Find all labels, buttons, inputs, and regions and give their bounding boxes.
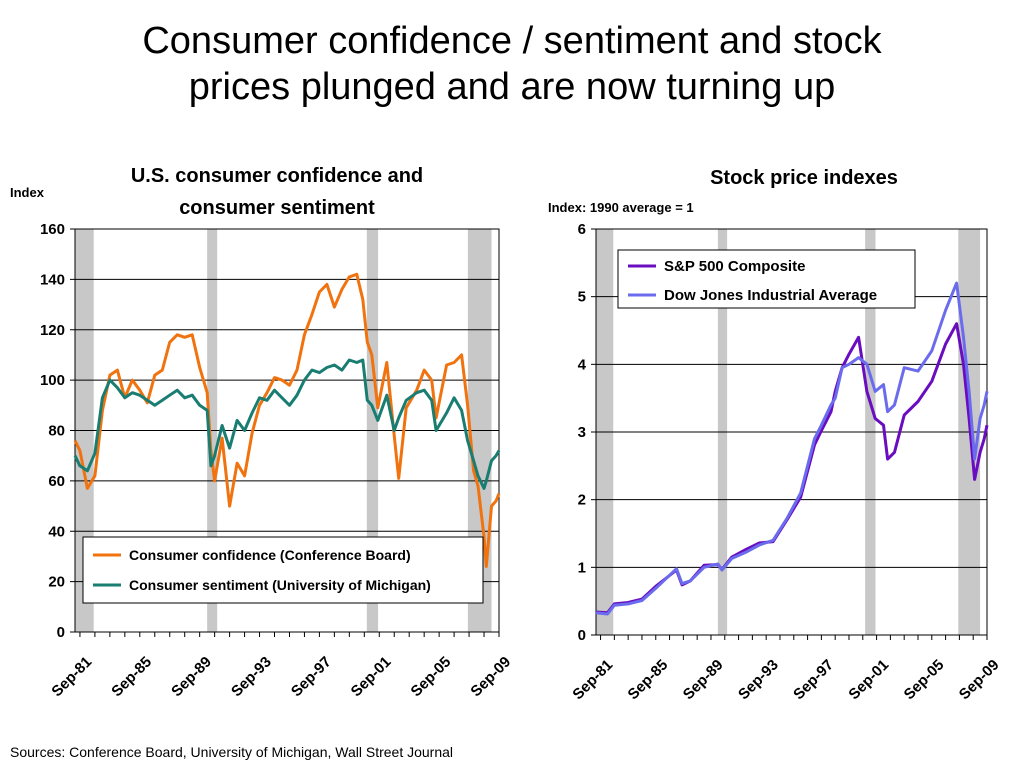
chart1-y-tick-label: 20 — [48, 574, 65, 591]
source-note: Sources: Conference Board, University of… — [10, 744, 454, 760]
chart1-y-tick-label: 80 — [48, 423, 65, 440]
chart1-y-axis-label: Index — [10, 185, 45, 200]
chart1-x-tick-label: Sep-05 — [408, 653, 455, 700]
chart1-x-tick-label: Sep-09 — [467, 653, 514, 700]
chart1-y-tick-label: 160 — [40, 221, 65, 238]
chart1-series-line-2 — [73, 358, 501, 490]
chart1-y-tick-label: 40 — [48, 523, 65, 540]
chart1-series-line-1 — [73, 272, 501, 568]
chart1-title-line1: U.S. consumer confidence and — [131, 165, 423, 187]
slide-title: Consumer confidence / sentiment and stoc… — [60, 18, 964, 110]
chart1-x-tick-label: Sep-81 — [48, 653, 95, 700]
chart1-y-tick-label: 120 — [40, 322, 65, 339]
chart1-legend — [82, 536, 484, 604]
chart1-title-line2: consumer sentiment — [179, 197, 375, 219]
chart1-x-tick-label: Sep-89 — [168, 653, 215, 700]
chart1-y-tick-label: 60 — [48, 473, 65, 490]
chart1-y-tick-label: 0 — [57, 624, 65, 641]
slide-title-line2: prices plunged and are now turning up — [188, 66, 836, 108]
chart1-x-tick-label: Sep-97 — [288, 653, 335, 700]
chart1-y-tick-label: 100 — [40, 372, 65, 389]
chart1-x-tick-label: Sep-85 — [108, 653, 155, 700]
chart1-plot-frame — [74, 228, 500, 633]
slide-title-line1: Consumer confidence / sentiment and stoc… — [142, 20, 882, 62]
chart1-legend-label: Consumer sentiment (University of Michig… — [129, 577, 431, 593]
chart1-plot-area: 0 20 40 60 80 100 120 140 160 Sep-81 Sep-85 Sep-89 S… — [40, 221, 514, 700]
chart1-x-tick-label: Sep-93 — [228, 653, 275, 700]
chart1-y-tick-label: 140 — [40, 271, 65, 288]
chart1-x-tick-label: Sep-01 — [348, 653, 395, 700]
chart1-legend-label: Consumer confidence (Conference Board) — [129, 547, 411, 563]
